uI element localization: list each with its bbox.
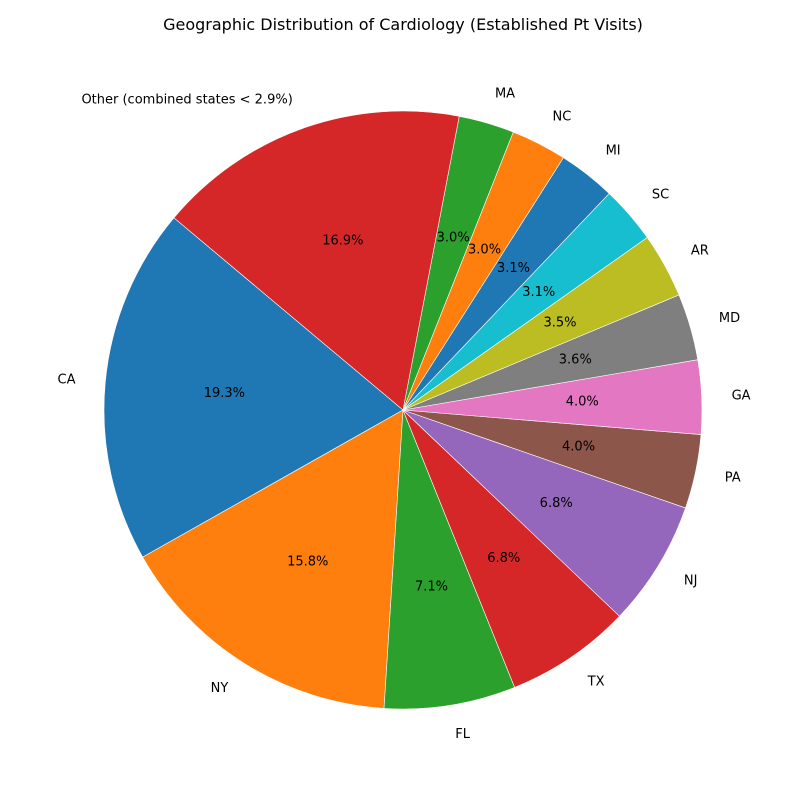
category-label-ny: NY	[211, 681, 229, 696]
category-label-sc: SC	[652, 188, 669, 203]
pie-slice-other-combined-states-2-9	[173, 110, 460, 411]
category-label-ca: CA	[58, 372, 76, 387]
percent-label-sc: 3.1%	[522, 285, 555, 300]
percent-label-mi: 3.1%	[497, 261, 530, 276]
pie-slices	[103, 110, 703, 710]
category-label-pa: PA	[725, 470, 741, 485]
category-label-fl: FL	[455, 727, 470, 742]
pie-slice-tx	[402, 409, 620, 688]
pie-slice-nj	[402, 409, 686, 617]
percent-label-ny: 15.8%	[287, 555, 328, 570]
category-label-md: MD	[719, 311, 740, 326]
chart-title: Geographic Distribution of Cardiology (E…	[163, 15, 643, 34]
percent-label-pa: 4.0%	[562, 440, 595, 455]
category-label-mi: MI	[606, 143, 621, 158]
pie-slice-ny	[142, 409, 404, 709]
category-label-tx: TX	[587, 675, 605, 690]
category-label-nj: NJ	[684, 574, 698, 589]
percent-label-nc: 3.0%	[468, 243, 501, 258]
percent-label-ga: 4.0%	[566, 395, 599, 410]
percent-label-ma: 3.0%	[437, 230, 470, 245]
percent-label-other-combined-states-2-9: 16.9%	[322, 233, 363, 248]
category-label-ga: GA	[732, 388, 751, 403]
pie-slice-ca	[103, 217, 404, 558]
percent-label-nj: 6.8%	[540, 496, 573, 511]
percent-label-fl: 7.1%	[415, 580, 448, 595]
category-label-ar: AR	[691, 243, 709, 258]
category-label-nc: NC	[553, 110, 572, 125]
percent-label-tx: 6.8%	[487, 551, 520, 566]
category-label-ma: MA	[495, 87, 515, 102]
percent-label-md: 3.6%	[559, 353, 592, 368]
percent-label-ar: 3.5%	[543, 316, 576, 331]
category-labels: CA NY FL TX NJ PA GA MD AR SC MI NC MA Other (combine…	[58, 87, 751, 743]
category-label-other-combined-states-2-9: Other (combined states < 2.9%)	[81, 93, 292, 108]
pie-slice-fl	[383, 409, 516, 710]
percent-label-ca: 19.3%	[204, 386, 245, 401]
percent-labels: 19.3% 15.8% 7.1% 6.8% 6.8% 4.0% 4.0% 3.6% 3.5% 3.…	[204, 230, 599, 594]
